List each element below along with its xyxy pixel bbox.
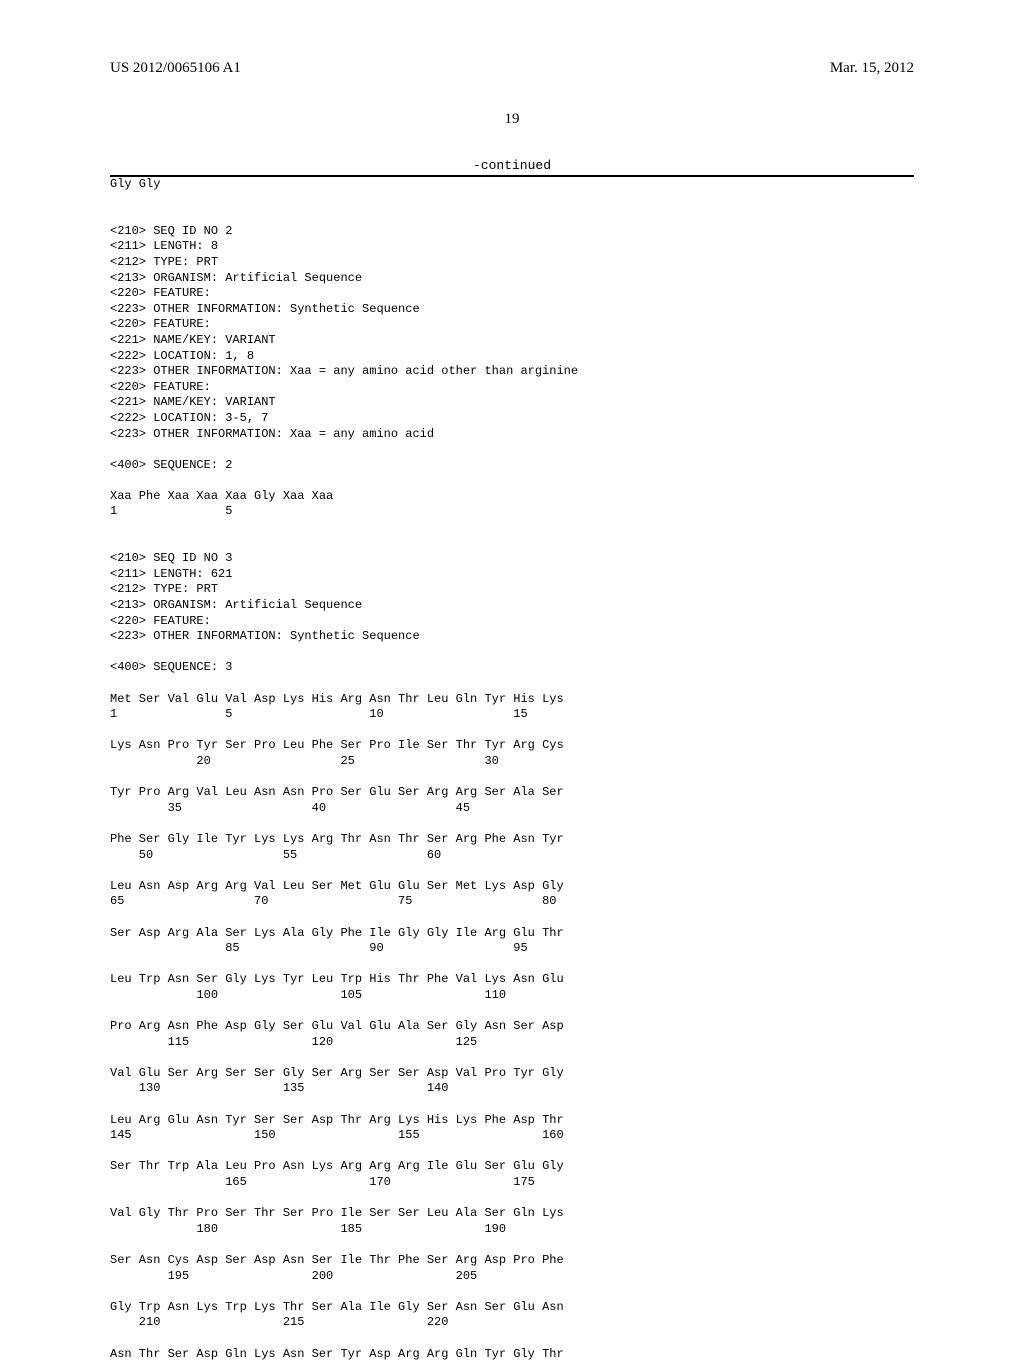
page-header: US 2012/0065106 A1 Mar. 15, 2012 bbox=[110, 60, 914, 77]
page-number: 19 bbox=[110, 111, 914, 128]
sequence-listing: Gly Gly <210> SEQ ID NO 2 <211> LENGTH: … bbox=[110, 177, 914, 1362]
patent-page: US 2012/0065106 A1 Mar. 15, 2012 19 -con… bbox=[0, 0, 1024, 1320]
publication-date: Mar. 15, 2012 bbox=[830, 60, 914, 77]
publication-number: US 2012/0065106 A1 bbox=[110, 60, 241, 77]
continued-label: -continued bbox=[110, 158, 914, 173]
